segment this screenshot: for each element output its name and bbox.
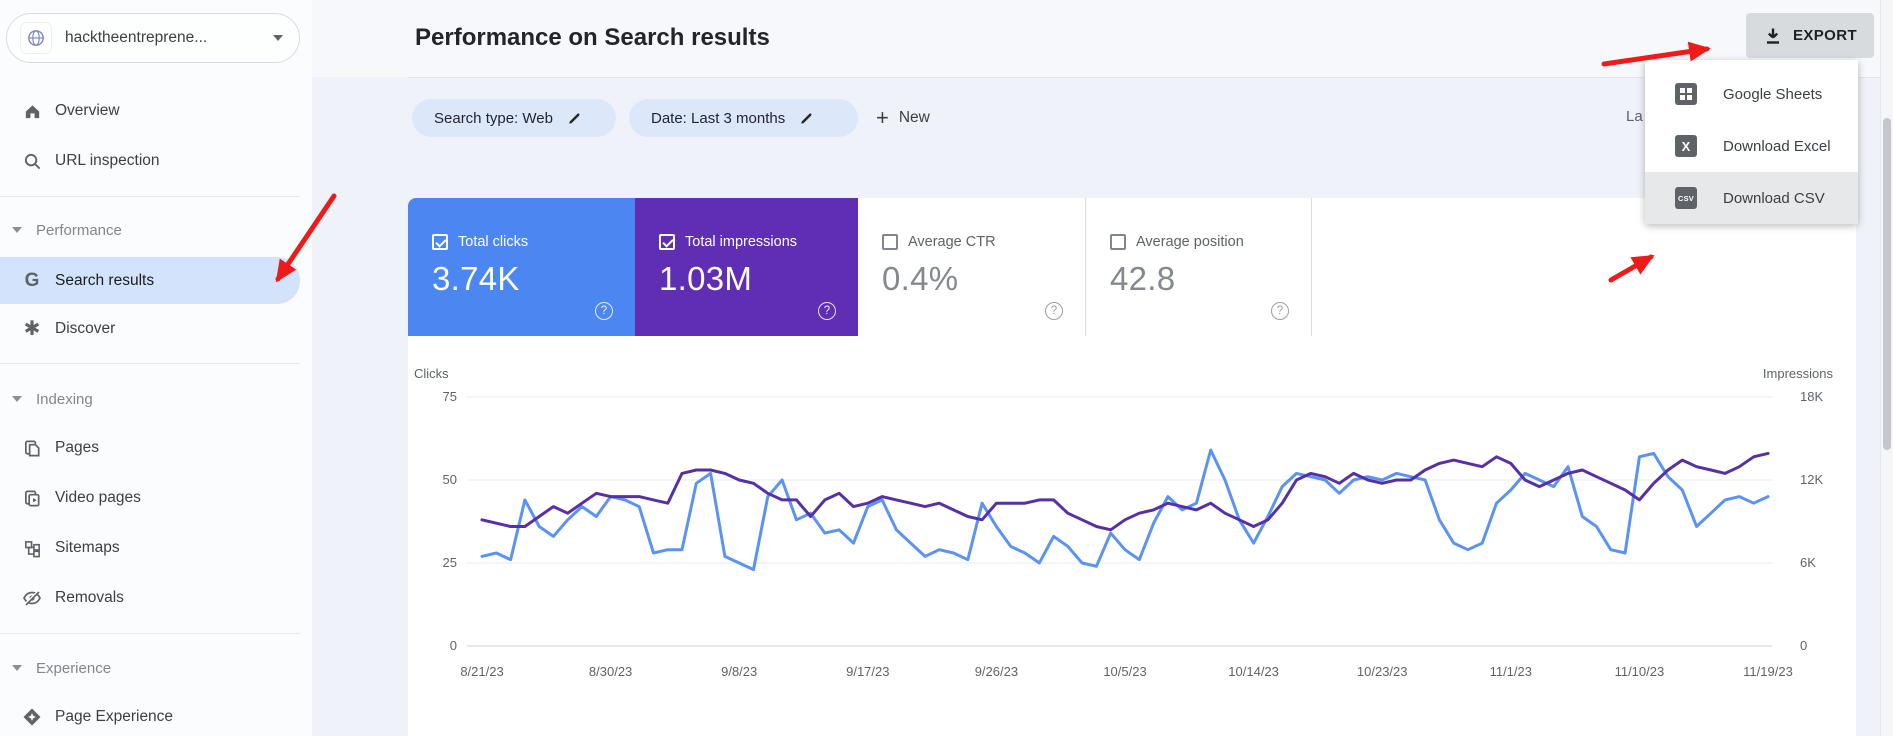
y-axis-tick-right: 0 [1800,638,1808,653]
x-axis-tick: 9/8/23 [721,664,758,679]
y-axis-tick-left: 25 [442,555,457,570]
series-line-impressions [480,451,1770,532]
metric-value: 42.8 [1110,260,1176,297]
sidebar-item-url-inspection[interactable]: URL inspection [0,138,300,184]
sidebar-divider [0,363,300,364]
x-axis-tick: 9/17/23 [846,664,890,679]
checkbox-checked[interactable] [432,234,448,250]
sidebar-section-experience[interactable]: Experience [0,656,300,680]
eye-off-icon [22,588,42,608]
help-icon[interactable]: ? [1271,302,1289,320]
metric-value: 1.03M [659,260,753,297]
property-selector[interactable]: hacktheentreprene... [6,13,300,63]
menu-item-download-excel[interactable]: X Download Excel [1645,120,1858,172]
sidebar-item-overview[interactable]: Overview [0,88,300,134]
help-icon[interactable]: ? [1045,302,1063,320]
y-axis-tick-right: 18K [1800,389,1824,404]
x-axis-tick: 11/1/23 [1489,664,1532,679]
sidebar-divider [0,633,300,634]
checkbox-checked[interactable] [659,234,675,250]
property-name: hacktheentreprene... [65,29,208,46]
series-line-clicks [480,448,1770,572]
filter-chip-date[interactable]: Date: Last 3 months [629,99,858,137]
pencil-icon [801,112,812,124]
x-axis-tick: 8/21/23 [460,664,504,679]
x-axis-tick: 11/10/23 [1614,664,1665,679]
checkbox-unchecked[interactable] [882,234,898,250]
help-icon[interactable]: ? [818,302,836,320]
sidebar-item-sitemaps[interactable]: Sitemaps [0,525,300,571]
sidebar-item-pages[interactable]: Pages [0,425,300,471]
filter-chip-search-type[interactable]: Search type: Web [412,99,616,137]
sidebar-item-discover[interactable]: ✱ Discover [23,318,116,340]
collapse-caret-icon [12,665,22,671]
page-title: Performance on Search results [415,24,770,51]
metric-card-total-clicks[interactable]: Total clicks 3.74K ? [408,198,635,336]
collapse-caret-icon [12,227,22,233]
sheets-icon [1675,83,1697,105]
sidebar-divider [0,196,300,197]
pencil-icon [569,112,580,124]
menu-item-google-sheets[interactable]: Google Sheets [1645,68,1858,120]
chevron-down-icon [273,35,283,41]
metric-card-average-ctr[interactable]: Average CTR 0.4% ? [858,198,1085,336]
discover-asterisk-icon: ✱ [23,318,41,340]
sidebar-item-search-results[interactable]: G Search results [0,257,300,304]
x-axis-tick: 10/23/23 [1356,664,1408,679]
x-axis-tick: 10/5/23 [1103,664,1147,679]
checkbox-unchecked[interactable] [1110,234,1126,250]
scrollbar-track[interactable] [1880,0,1893,736]
last-updated-text: La [1626,108,1643,125]
x-axis-tick: 9/26/23 [974,664,1019,679]
y-axis-tick-left: 75 [442,389,457,404]
export-menu: Google Sheets X Download Excel CSV Downl… [1645,60,1858,224]
video-pages-icon [22,488,42,508]
header-divider [408,77,1893,78]
right-axis-title: Impressions [1762,366,1833,381]
pages-icon [22,438,42,458]
download-icon [1766,28,1779,44]
metric-card-average-position[interactable]: Average position 42.8 ? [1085,198,1312,336]
help-icon[interactable]: ? [595,302,613,320]
google-g-icon: G [24,269,40,291]
plus-icon: + [876,105,889,130]
sidebar-item-video-pages[interactable]: Video pages [0,475,300,521]
sidebar-item-page-experience[interactable]: Page Experience [0,694,300,736]
sidebar-item-removals[interactable]: Removals [0,575,300,621]
globe-icon [21,23,51,53]
sidebar-section-indexing[interactable]: Indexing [0,387,300,411]
y-axis-tick-left: 50 [442,472,457,487]
page-experience-icon [22,707,42,727]
y-axis-tick-left: 0 [449,638,457,653]
metric-value: 3.74K [432,260,520,297]
new-filter-button[interactable]: + New [876,105,930,130]
export-button[interactable]: EXPORT [1746,13,1874,58]
y-axis-tick-right: 12K [1800,472,1824,487]
csv-icon: CSV [1675,187,1697,209]
menu-item-download-csv[interactable]: CSV Download CSV [1645,172,1858,224]
home-icon [22,101,42,121]
x-axis-tick: 10/14/23 [1228,664,1279,679]
performance-line-chart [467,396,1772,647]
metric-value: 0.4% [882,260,959,297]
sitemaps-icon [22,538,42,558]
excel-icon: X [1675,135,1697,157]
y-axis-tick-right: 6K [1800,555,1816,570]
collapse-caret-icon [12,396,22,402]
metric-card-total-impressions[interactable]: Total impressions 1.03M ? [635,198,858,336]
sidebar: hacktheentreprene... Overview URL inspec… [0,0,312,736]
x-axis-tick: 11/19/23 [1743,664,1793,679]
scrollbar-thumb[interactable] [1883,118,1891,450]
x-axis-tick: 8/30/23 [588,664,633,679]
search-icon [22,151,42,171]
left-axis-title: Clicks [414,366,449,381]
sidebar-section-performance[interactable]: Performance [0,218,300,242]
